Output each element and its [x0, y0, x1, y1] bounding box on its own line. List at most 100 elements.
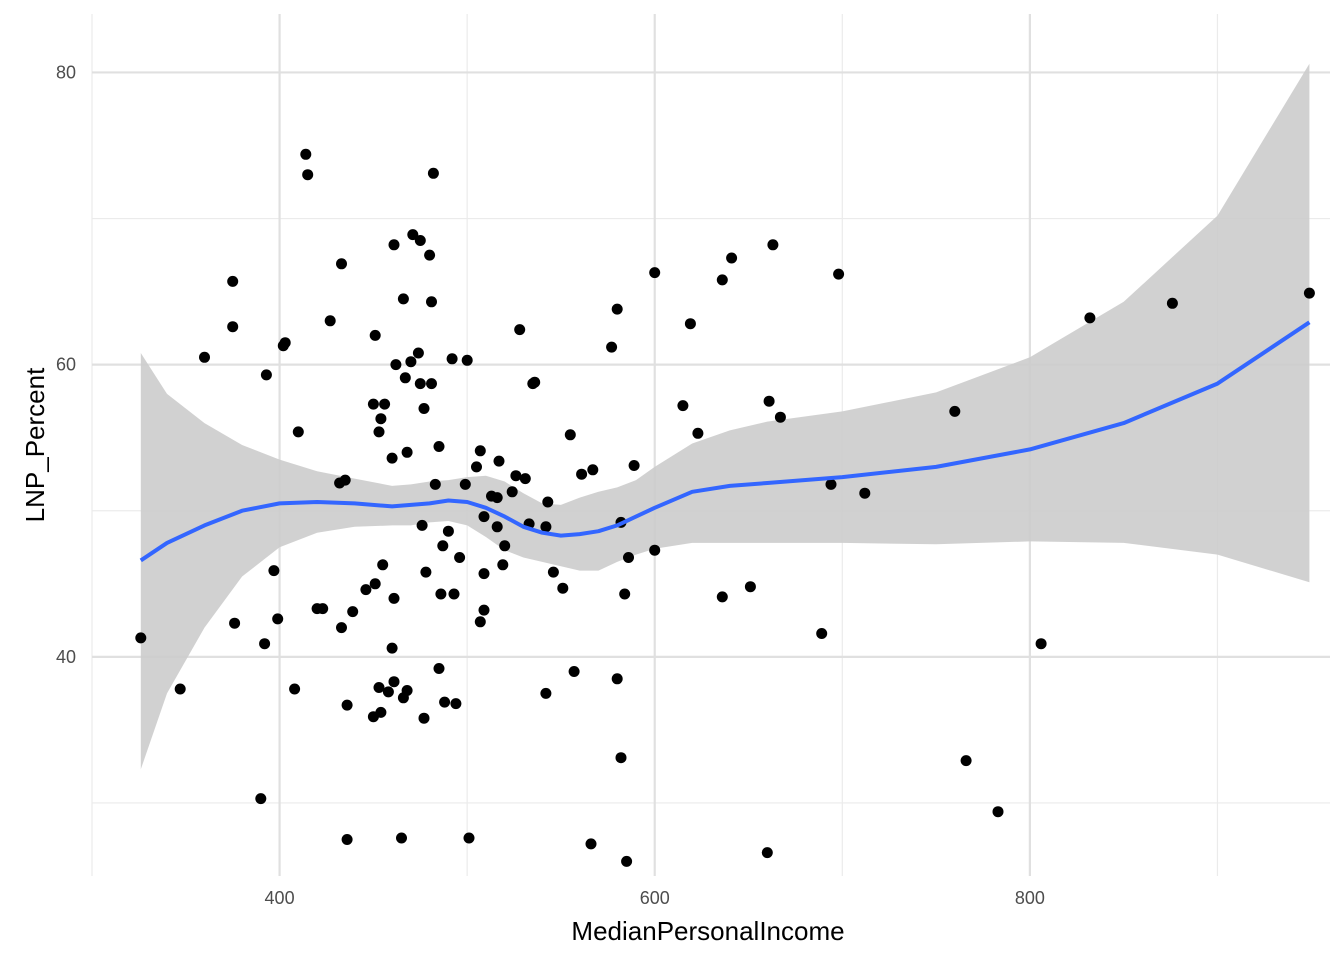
data-point	[568, 666, 580, 677]
data-point	[414, 235, 426, 246]
data-point	[174, 683, 186, 695]
data-point	[439, 696, 451, 708]
data-point	[401, 685, 413, 696]
data-point	[478, 568, 490, 580]
data-point	[399, 372, 411, 384]
data-point	[396, 832, 407, 844]
data-point	[388, 239, 400, 251]
data-point	[375, 413, 387, 425]
data-point	[454, 552, 466, 563]
data-point	[369, 329, 381, 341]
data-point	[259, 638, 271, 650]
data-point	[540, 687, 552, 699]
data-point	[506, 486, 518, 498]
data-point	[474, 445, 486, 457]
data-point	[497, 559, 509, 571]
data-point	[418, 403, 430, 414]
data-point	[493, 455, 505, 467]
data-point	[426, 296, 437, 308]
data-point	[367, 398, 379, 410]
data-point	[628, 460, 640, 471]
data-point	[564, 429, 576, 441]
data-point	[227, 275, 239, 287]
data-point	[767, 239, 779, 251]
data-point	[373, 682, 385, 693]
data-point	[761, 847, 773, 859]
data-point	[433, 663, 445, 674]
data-point	[347, 606, 359, 618]
data-point	[397, 293, 409, 305]
data-point	[279, 337, 291, 349]
data-point	[375, 706, 387, 718]
data-point	[324, 315, 336, 327]
data-point	[336, 258, 347, 270]
data-point	[260, 369, 272, 381]
data-point	[199, 351, 210, 363]
data-point	[1303, 287, 1315, 299]
data-point	[726, 252, 738, 264]
data-point	[339, 474, 351, 486]
data-point	[649, 267, 661, 279]
data-point	[619, 588, 631, 600]
data-point	[547, 566, 559, 578]
data-point	[424, 249, 436, 261]
data-point	[461, 354, 473, 366]
data-point	[272, 613, 284, 625]
data-point	[135, 632, 147, 644]
data-point	[414, 378, 426, 390]
data-point	[459, 478, 471, 490]
data-point	[949, 405, 961, 417]
data-point	[677, 400, 689, 412]
data-point	[510, 470, 522, 482]
data-point	[435, 588, 447, 600]
data-point	[418, 712, 430, 724]
data-point	[557, 582, 569, 594]
data-point	[446, 353, 458, 365]
data-point	[716, 274, 728, 286]
data-point	[529, 376, 541, 388]
data-point	[373, 426, 385, 438]
data-point	[412, 347, 424, 359]
x-tick-label: 800	[1015, 888, 1045, 908]
data-point	[540, 521, 552, 533]
data-point	[463, 832, 475, 844]
data-point	[429, 478, 441, 490]
data-point	[542, 496, 554, 508]
data-point	[611, 673, 623, 685]
data-point	[416, 519, 428, 531]
data-point	[388, 676, 400, 688]
data-point	[692, 427, 704, 439]
data-point	[388, 592, 400, 604]
data-point	[229, 617, 241, 629]
y-axis-title: LNP_Percent	[20, 367, 50, 522]
data-point	[302, 169, 314, 181]
data-point	[859, 487, 871, 499]
data-point	[426, 378, 437, 390]
data-point	[471, 461, 482, 473]
data-point	[491, 521, 503, 533]
data-point	[478, 511, 490, 523]
y-tick-label: 60	[56, 355, 76, 375]
data-point	[960, 755, 972, 767]
data-point	[336, 622, 347, 634]
data-point	[255, 793, 267, 805]
data-point	[341, 834, 353, 845]
data-point	[774, 411, 786, 423]
data-point	[437, 540, 449, 552]
data-point	[585, 838, 597, 850]
data-point	[227, 321, 239, 333]
data-point	[300, 148, 312, 160]
data-point	[992, 806, 1004, 818]
x-tick-label: 600	[640, 888, 670, 908]
data-point	[716, 591, 728, 603]
data-point	[317, 603, 329, 615]
data-point	[763, 395, 775, 407]
data-point	[442, 525, 454, 537]
data-point	[491, 492, 503, 504]
data-point	[615, 752, 627, 764]
data-point	[623, 552, 634, 563]
data-point	[407, 229, 419, 241]
x-tick-label: 400	[265, 888, 295, 908]
data-point	[825, 478, 837, 490]
